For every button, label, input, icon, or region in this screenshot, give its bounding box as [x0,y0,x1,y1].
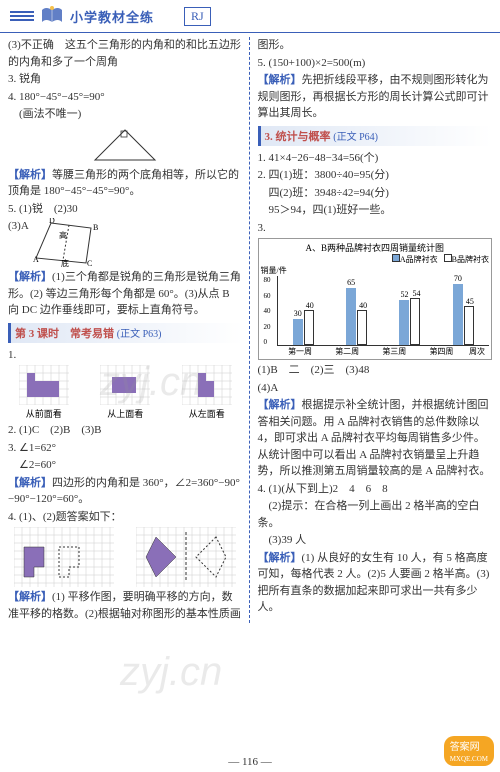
grid-label: 从前面看 [26,407,62,420]
text: 3. 锐角 [8,71,243,88]
y-axis: 020406080 [264,276,271,346]
chart-legend: A品牌衬衣 B品牌衬衣 [261,254,490,265]
grid-view [19,365,69,405]
text: (4)A [258,380,493,397]
bars-area: 020406080 3040654052547045 [277,276,490,346]
grid-label: 从上面看 [107,407,143,420]
grid-transform [14,527,114,587]
analysis-label: 【解析】 [258,552,302,564]
right-column: 图形。 5. (150+100)×2=500(m) 【解析】先把折线段平移，由不… [258,37,493,623]
grid-view [182,365,232,405]
analysis: 【解析】等腰三角形的两个底角相等，所以它的顶角是 180°−45°−45°=90… [8,167,243,200]
footer-text: 答案网 [450,742,480,753]
text: 3. [258,220,493,237]
header-label: RJ [184,7,211,26]
grid-view [100,365,150,405]
legend-text: B品牌衬衣 [452,255,489,264]
svg-text:A: A [33,255,39,264]
text: 图形。 [258,37,493,54]
text: 2. (1)C (2)B (3)B [8,422,243,439]
header-title: 小学教材全练 [70,7,154,26]
text: (3)39 人 [258,532,493,549]
text: 4. (1)、(2)题答案如下： [8,509,243,526]
text: 3. ∠1=62° [8,440,243,457]
section-title-stat: 3. 统计与概率 (正文 P64) [258,126,493,146]
bar-chart: A、B两种品牌衬衣四周销量统计图 A品牌衬衣 B品牌衬衣 销量/件 020406… [258,238,493,360]
footer-url: MXQE.COM [450,755,488,763]
x-labels: 第一周第二周第三周第四周周次 [277,346,490,357]
section-title-text: 3. 统计与概率 [265,131,331,143]
text: ∠2=60° [8,457,243,474]
triangle-diagram [85,125,165,165]
views-labels: 从前面看 从上面看 从左面看 [8,407,243,420]
analysis: 【解析】根据提示补全统计图，并根据统计图回答相关问题。用 A 品牌衬衣销售的总件… [258,397,493,480]
watermark: zyj.cn [120,650,222,695]
grid-transform [136,527,236,587]
analysis-label: 【解析】 [8,477,52,489]
text: 四(2)班：3948÷42=94(分) [258,185,493,202]
book-icon [40,6,64,26]
quad-diagram: D B A C 高底 [31,218,111,268]
analysis-label: 【解析】 [258,399,302,411]
text: 1. 41×4−26−48−34=56(个) [258,150,493,167]
legend-text: A品牌衬衣 [400,255,438,264]
grid-label: 从左面看 [189,407,225,420]
page-number: — 116 — [0,756,500,768]
text: 95＞94，四(1)班好一些。 [258,202,493,219]
text: 4. 180°−45°−45°=90° [8,89,243,106]
analysis-label: 【解析】 [8,169,52,181]
svg-text:C: C [87,259,92,268]
section-title: 第 3 课时 常考易错 (正文 P63) [8,323,243,343]
analysis-label: 【解析】 [258,74,302,86]
section-note: (正文 P64) [333,132,378,143]
analysis: 【解析】四边形的内角和是 360°，∠2=360°−90°−90°−120°=6… [8,475,243,508]
analysis-label: 【解析】 [8,591,52,603]
text: 2. 四(1)班：3800÷40=95(分) [258,167,493,184]
chart-title: A、B两种品牌衬衣四周销量统计图 [261,241,490,254]
svg-text:底: 底 [61,258,69,268]
text: 4. (1)(从下到上)2 4 6 8 [258,481,493,498]
section-title-text: 第 3 课时 常考易错 [15,328,114,340]
text: (2)提示：在合格一列上画出 2 格半高的空白条。 [258,498,493,531]
svg-text:高: 高 [59,230,67,240]
text: 5. (1)锐 (2)30 [8,201,243,218]
text: (3)不正确 这五个三角形的内角和的和比五边形的内角和多了一个周角 [8,37,243,70]
analysis: 【解析】(1) 平移作图，要明确平移的方向，数准平移的格数。(2)根据轴对称图形… [8,589,243,622]
text: (3)A D B A C 高底 [8,218,243,268]
text: (1)B 二 (2)三 (3)48 [258,362,493,379]
header-decor [10,9,34,24]
footer-badge: 答案网 MXQE.COM [444,736,494,766]
legend-b: B品牌衬衣 [444,254,489,265]
analysis: 【解析】(1) 从良好的女生有 10 人，有 5 格高度可知，每格代表 2 人。… [258,550,493,616]
analysis-label: 【解析】 [8,271,52,283]
content-columns: (3)不正确 这五个三角形的内角和的和比五边形的内角和多了一个周角 3. 锐角 … [0,33,500,623]
transform-row [8,527,243,587]
svg-text:B: B [93,223,98,232]
analysis: 【解析】(1)三个角都是锐角的三角形是锐角三角形。(2) 等边三角形每个角都是 … [8,269,243,319]
page-header: 小学教材全练 RJ [0,0,500,33]
left-column: (3)不正确 这五个三角形的内角和的和比五边形的内角和多了一个周角 3. 锐角 … [8,37,250,623]
section-note: (正文 P63) [117,329,162,340]
views-row [8,365,243,405]
text: 5. (150+100)×2=500(m) [258,55,493,72]
analysis: 【解析】先把折线段平移，由不规则图形转化为规则图形，再根据长方形的周长计算公式即… [258,72,493,122]
legend-a: A品牌衬衣 [392,254,438,265]
item-num: 1. [8,347,243,364]
svg-text:D: D [49,218,55,225]
text: (3)A [8,220,28,232]
text: (画法不唯一) [8,106,243,123]
